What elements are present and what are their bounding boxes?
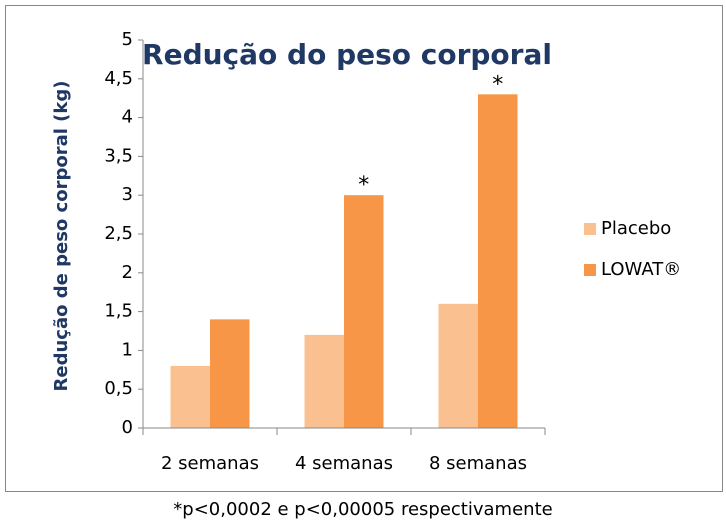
annotation: *: [358, 173, 369, 198]
bar: [170, 365, 210, 428]
y-tick-label: 3: [122, 184, 133, 205]
y-axis-label: Redução de peso corporal (kg): [51, 81, 72, 392]
bar: [304, 334, 344, 428]
y-tick-label: 3,5: [104, 145, 133, 166]
legend-label: Placebo: [601, 218, 671, 239]
footnote: *p<0,0002 e p<0,00005 respectivamente: [173, 499, 552, 520]
y-tick-label: 5: [122, 29, 133, 50]
y-tick-label: 2: [122, 262, 133, 283]
legend-swatch: [584, 223, 596, 235]
legend-label: LOWAT®: [601, 259, 681, 280]
y-tick-label: 4,5: [104, 68, 133, 89]
x-tick-label: 2 semanas: [161, 453, 259, 474]
chart-title: Redução do peso corporal: [142, 38, 552, 71]
y-tick-label: 2,5: [104, 223, 133, 244]
bar: [478, 94, 518, 428]
y-tick-label: 0: [122, 417, 133, 438]
annotation: *: [492, 72, 503, 97]
bar: [438, 303, 478, 428]
y-tick-label: 4: [122, 107, 133, 128]
bar: [344, 195, 384, 428]
x-tick-label: 8 semanas: [429, 453, 527, 474]
y-tick-label: 1: [122, 339, 133, 360]
y-tick-label: 0,5: [104, 378, 133, 399]
x-tick-label: 4 semanas: [295, 453, 393, 474]
legend-swatch: [584, 264, 596, 276]
bar: [210, 319, 250, 428]
y-tick-label: 1,5: [104, 301, 133, 322]
